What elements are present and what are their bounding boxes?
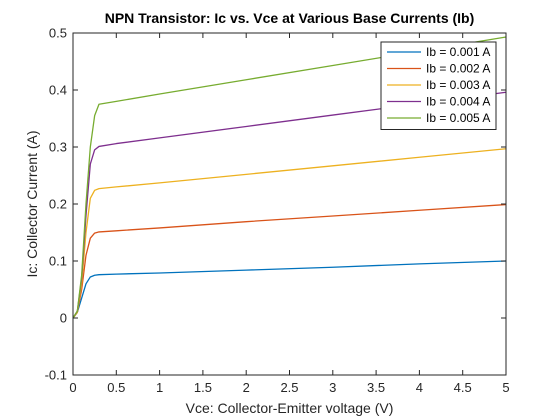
- series-line-3: [72, 148, 507, 319]
- y-tick-label: -0.1: [45, 368, 67, 383]
- chart-title: NPN Transistor: Ic vs. Vce at Various Ba…: [105, 10, 475, 26]
- y-axis-label: Ic: Collector Current (A): [24, 130, 40, 277]
- x-tick-label: 4: [416, 380, 423, 395]
- x-tick-label: 5: [502, 380, 509, 395]
- series-line-1: [72, 260, 507, 319]
- series-layer: [72, 36, 507, 319]
- x-axis-label: Vce: Collector-Emitter voltage (V): [186, 400, 394, 416]
- series-line-5: [72, 36, 507, 319]
- x-tick-label: 4.5: [454, 380, 472, 395]
- legend-box: [380, 41, 497, 130]
- y-tick-label: 0.2: [49, 197, 67, 212]
- y-tick-label: 0: [60, 311, 67, 326]
- y-tick-label: 0.4: [49, 83, 67, 98]
- legend-label-5: Ib = 0.005 A: [426, 111, 490, 125]
- x-tick-label: 0: [69, 380, 76, 395]
- legend-label-1: Ib = 0.001 A: [426, 45, 490, 59]
- x-tick-label: 2: [243, 380, 250, 395]
- legend: Ib = 0.001 A Ib = 0.002 A Ib = 0.003 A Ib =…: [380, 41, 497, 130]
- x-tick-label: 3.5: [367, 380, 385, 395]
- y-tick-label: 0.5: [49, 26, 67, 41]
- series-line-2: [72, 203, 507, 319]
- x-tick-label: 0.5: [107, 380, 125, 395]
- legend-label-3: Ib = 0.003 A: [426, 78, 490, 92]
- legend-label-4: Ib = 0.004 A: [426, 95, 490, 109]
- x-tick-label: 3: [329, 380, 336, 395]
- y-tick-label: 0.3: [49, 140, 67, 155]
- x-tick-label: 1: [156, 380, 163, 395]
- legend-label-2: Ib = 0.002 A: [426, 62, 490, 76]
- x-tick-label: 1.5: [194, 380, 212, 395]
- x-tick-label: 2.5: [280, 380, 298, 395]
- axes-layer: 0 0.5 1 1.5 2 2.5 3 3.5 4 4.5 5-0.100.10.20.30.40.…: [45, 26, 510, 396]
- y-tick-label: 0.1: [49, 254, 67, 269]
